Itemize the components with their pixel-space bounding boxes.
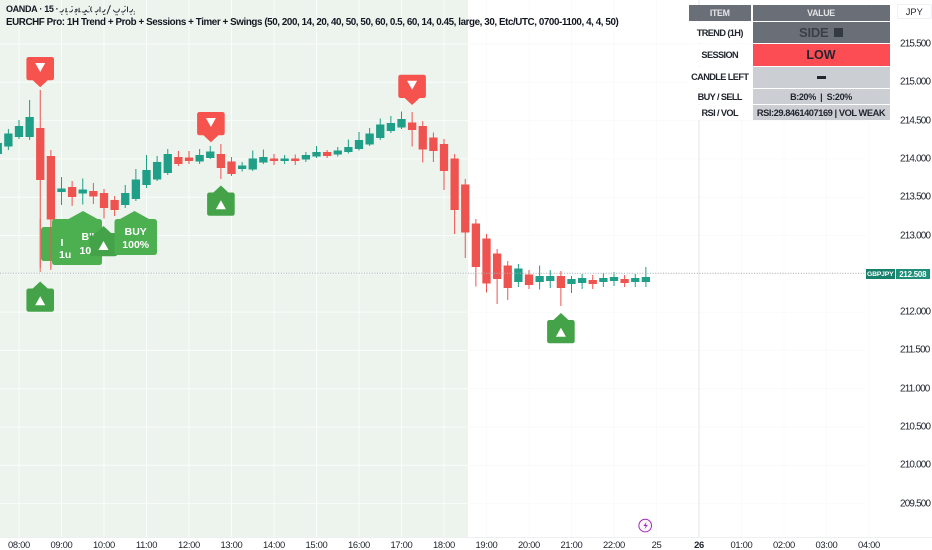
svg-text:B'': B'' [82,231,95,243]
svg-text:10: 10 [80,245,92,257]
svg-text:BUY: BUY [125,226,147,238]
svg-text:I: I [61,237,64,249]
svg-text:100%: 100% [122,239,150,251]
svg-text:1u: 1u [59,249,71,261]
